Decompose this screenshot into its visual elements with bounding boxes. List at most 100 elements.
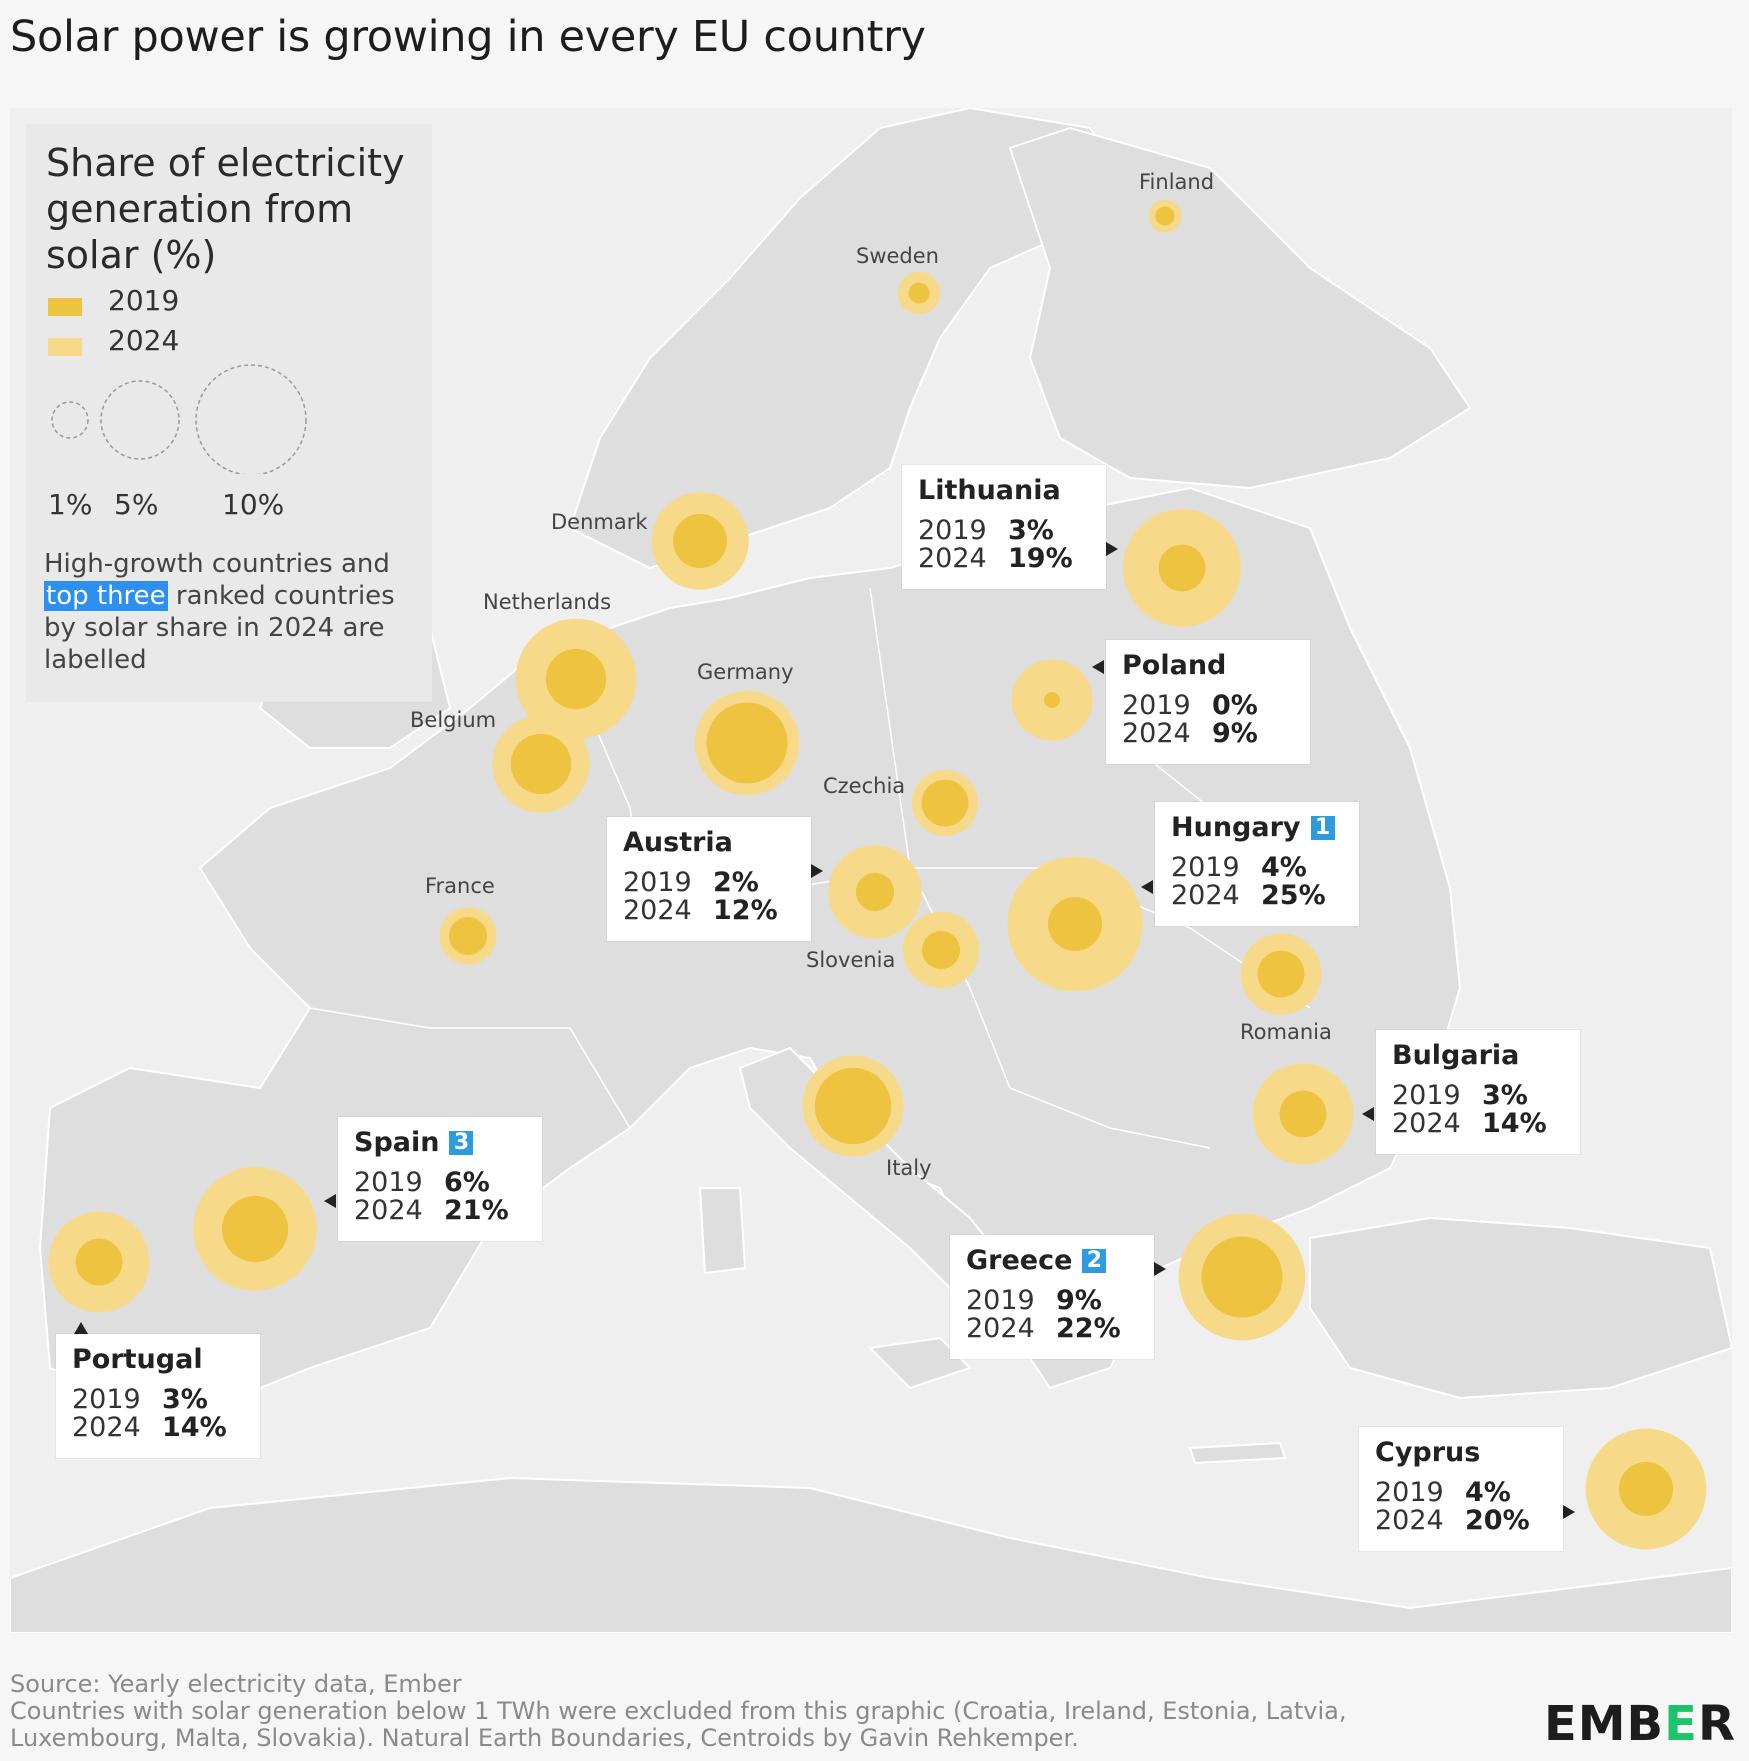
bubble-2019-bulgaria <box>1279 1090 1327 1138</box>
bubble-2019-germany <box>706 702 788 784</box>
callout-pointer <box>1141 880 1153 894</box>
legend-note: High-growth countries and top three rank… <box>44 548 424 676</box>
bubble-2019-spain <box>221 1195 289 1263</box>
callout-country-name: Bulgaria <box>1392 1040 1520 1071</box>
callout-year: 2024 <box>1171 880 1240 911</box>
size-circle-5pct <box>100 380 180 460</box>
legend-size-circles <box>51 364 307 474</box>
map-label-czechia: Czechia <box>823 774 906 798</box>
ember-logo: EMBER <box>1544 1696 1736 1752</box>
callout-pointer <box>1106 542 1118 556</box>
callout-value: 6% <box>444 1167 490 1198</box>
bubble-2019-sweden <box>908 282 930 304</box>
callout-year: 2019 <box>1171 852 1240 883</box>
callout-pointer <box>811 864 823 878</box>
footer-note-2: Luxembourg, Malta, Slovakia). Natural Ea… <box>10 1724 1079 1752</box>
map-label-romania: Romania <box>1240 1020 1332 1044</box>
footer-note-1: Countries with solar generation below 1 … <box>10 1697 1347 1725</box>
map-label-finland: Finland <box>1139 170 1215 194</box>
bubble-2019-denmark <box>673 514 727 568</box>
callout-country-name: Greece 2 <box>966 1245 1107 1276</box>
map-label-belgium: Belgium <box>410 708 497 732</box>
callout-bulgaria: Bulgaria 2019 3% 2024 14% <box>1376 1030 1580 1154</box>
callout-value: 2% <box>713 867 759 898</box>
legend-title: Share of electricity generation from sol… <box>46 141 405 277</box>
rank-badge: 2 <box>1082 1249 1107 1273</box>
bubble-2019-cyprus <box>1619 1462 1673 1516</box>
bubble-2019-romania <box>1257 950 1305 998</box>
callout-country-text: Hungary <box>1171 812 1301 843</box>
callout-value: 3% <box>1008 515 1054 546</box>
legend-note-pre: High-growth countries and <box>44 549 390 579</box>
callout-year: 2019 <box>72 1384 141 1415</box>
size-circle-1pct <box>51 401 89 439</box>
callout-country-name: Portugal <box>72 1344 203 1375</box>
bubble-2019-hungary <box>1048 897 1102 951</box>
callout-austria: Austria 2019 2% 2024 12% <box>607 817 811 941</box>
legend-swatch-2024 <box>48 338 82 356</box>
bubble-2019-czechia <box>921 779 969 827</box>
callout-year: 2024 <box>1392 1108 1461 1139</box>
legend-swatch-2019 <box>48 298 82 316</box>
map-area <box>10 108 1732 1633</box>
callout-value: 12% <box>713 895 778 926</box>
legend: Share of electricity generation from sol… <box>26 124 432 702</box>
callout-country-name: Hungary 1 <box>1171 812 1335 843</box>
callout-value: 20% <box>1465 1505 1530 1536</box>
callout-pointer <box>1092 660 1104 674</box>
callout-year: 2024 <box>623 895 692 926</box>
callout-value: 22% <box>1056 1313 1121 1344</box>
callout-value: 4% <box>1261 852 1307 883</box>
bubble-layer <box>48 199 1707 1550</box>
callout-pointer <box>1563 1505 1575 1519</box>
callout-year: 2019 <box>918 515 987 546</box>
bubble-2019-greece <box>1201 1236 1283 1318</box>
bubble-2019-lithuania <box>1158 544 1206 592</box>
callout-value: 0% <box>1212 690 1258 721</box>
callout-year: 2024 <box>918 543 987 574</box>
callout-pointer <box>324 1194 336 1208</box>
callout-country-name: Spain 3 <box>354 1127 474 1158</box>
callout-country-name: Austria <box>623 827 733 858</box>
callout-poland: Poland 2019 0% 2024 9% <box>1106 640 1310 764</box>
callout-year: 2019 <box>623 867 692 898</box>
callout-value: 4% <box>1465 1477 1511 1508</box>
callout-value: 9% <box>1056 1285 1102 1316</box>
callout-value: 25% <box>1261 880 1326 911</box>
map-label-slovenia: Slovenia <box>806 948 896 972</box>
map-label-sweden: Sweden <box>856 244 939 268</box>
callout-value: 21% <box>444 1195 509 1226</box>
callout-year: 2024 <box>72 1412 141 1443</box>
callout-year: 2019 <box>354 1167 423 1198</box>
callout-portugal: Portugal 2019 3% 2024 14% <box>56 1334 260 1458</box>
callout-pointer <box>1154 1262 1166 1276</box>
rank-badge: 1 <box>1310 816 1335 840</box>
callout-country-text: Spain <box>354 1127 440 1158</box>
bubble-2019-slovenia <box>921 930 961 970</box>
size-label-5pct: 5% <box>114 488 159 521</box>
callout-year: 2024 <box>1375 1505 1444 1536</box>
callout-value: 3% <box>1482 1080 1528 1111</box>
map-label-italy: Italy <box>886 1156 932 1180</box>
size-circle-10pct <box>195 364 307 474</box>
callout-greece: Greece 2 2019 9% 2024 22% <box>950 1235 1154 1359</box>
callout-year: 2019 <box>1122 690 1191 721</box>
bubble-2019-france <box>448 916 488 956</box>
callout-country-text: Greece <box>966 1245 1073 1276</box>
callout-year: 2019 <box>1392 1080 1461 1111</box>
callout-value: 3% <box>162 1384 208 1415</box>
callout-country-name: Cyprus <box>1375 1437 1481 1468</box>
size-label-10pct: 10% <box>222 488 285 521</box>
chart-title: Solar power is growing in every EU count… <box>10 12 926 62</box>
callout-hungary: Hungary 1 2019 4% 2024 25% <box>1155 802 1359 926</box>
footer-source: Source: Yearly electricity data, Ember <box>10 1670 462 1698</box>
map-label-germany: Germany <box>697 660 794 684</box>
map-label-netherlands: Netherlands <box>483 590 612 614</box>
callout-country-name: Poland <box>1122 650 1227 681</box>
callout-pointer <box>74 1322 88 1334</box>
callout-year: 2024 <box>966 1313 1035 1344</box>
legend-note-post: ranked countries by solar share in 2024 … <box>44 581 395 675</box>
map-label-denmark: Denmark <box>551 510 648 534</box>
callout-year: 2024 <box>1122 718 1191 749</box>
callout-year: 2019 <box>966 1285 1035 1316</box>
